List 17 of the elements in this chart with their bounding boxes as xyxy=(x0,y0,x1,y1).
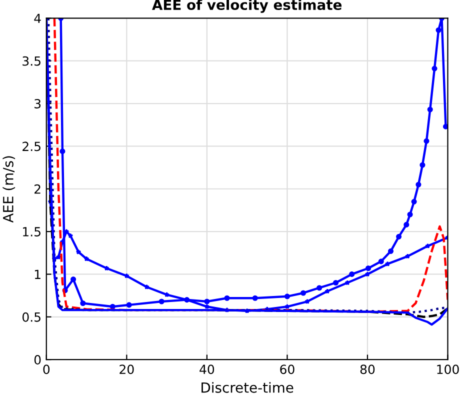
y-tick-label: 1 xyxy=(34,270,40,279)
y-tick-label: 3 xyxy=(34,98,41,108)
y-tick-label: 0 xyxy=(34,355,41,364)
x-tick-label: 60 xyxy=(280,364,294,374)
y-axis-title: AEE (m/s) xyxy=(2,156,16,223)
y-tick-label: 3.5 xyxy=(22,56,40,66)
x-tick-label: 20 xyxy=(120,364,134,374)
y-tick-label: 4 xyxy=(34,14,41,23)
x-tick-label: 0 xyxy=(43,364,50,374)
x-axis-title: Discrete-time xyxy=(202,382,294,393)
x-tick-label: 80 xyxy=(360,364,375,374)
x-tick-label: 40 xyxy=(200,364,214,374)
y-tick-label: 0.5 xyxy=(22,312,40,322)
y-tick-label: 2.5 xyxy=(22,142,40,152)
y-tick-label: 1.5 xyxy=(23,227,40,236)
x-tick-label: 100 xyxy=(437,364,459,374)
y-tick-label: 2 xyxy=(34,184,40,194)
